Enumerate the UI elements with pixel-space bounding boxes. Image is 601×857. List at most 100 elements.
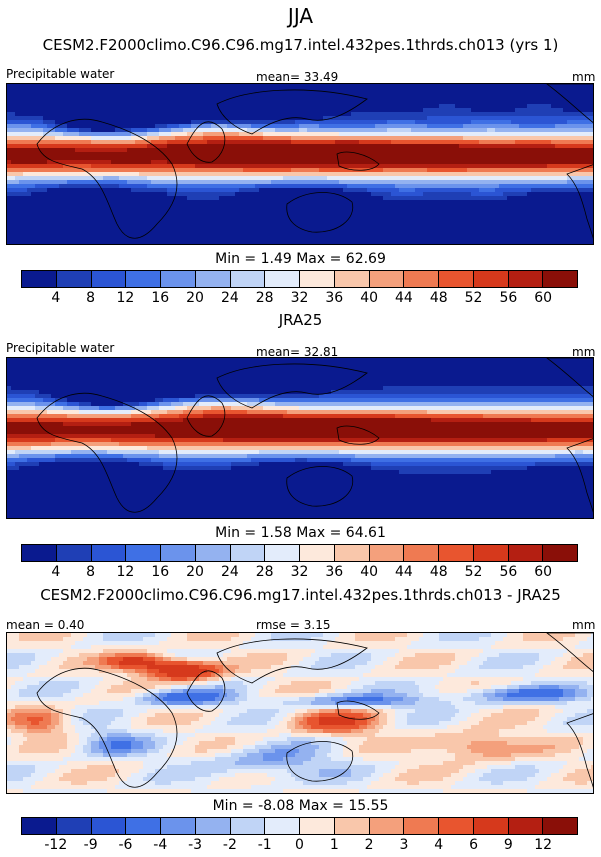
field-cell <box>311 148 316 153</box>
field-cell <box>311 212 316 217</box>
field-cell <box>251 188 256 193</box>
field-cell <box>503 156 508 161</box>
field-cell <box>431 88 436 93</box>
field-cell <box>487 120 492 125</box>
field-cell <box>75 128 80 133</box>
field-cell <box>143 176 148 181</box>
field-cell <box>467 172 472 177</box>
field-cell <box>483 196 488 201</box>
field-cell <box>371 136 376 141</box>
field-cell <box>479 200 484 205</box>
field-cell <box>287 136 292 141</box>
field-cell <box>467 96 472 101</box>
field-cell <box>143 140 148 145</box>
field-cell <box>151 132 156 137</box>
field-cell <box>307 84 312 89</box>
field-cell <box>239 156 244 161</box>
field-cell <box>107 140 112 145</box>
field-cell <box>539 112 544 117</box>
field-cell <box>11 140 16 145</box>
field-cell <box>543 152 548 157</box>
field-cell <box>59 140 64 145</box>
field-cell <box>227 88 232 93</box>
field-cell <box>467 200 472 205</box>
field-cell <box>331 152 336 157</box>
field-cell <box>423 100 428 105</box>
field-cell <box>135 108 140 113</box>
field-cell <box>307 144 312 149</box>
field-cell <box>527 192 532 197</box>
field-cell <box>171 196 176 201</box>
field-cell <box>151 204 156 209</box>
field-cell <box>75 196 80 201</box>
field-cell <box>127 124 132 129</box>
field-cell <box>235 100 240 105</box>
field-cell <box>35 104 40 109</box>
field-cell <box>499 188 504 193</box>
field-cell <box>283 112 288 117</box>
field-cell <box>443 152 448 157</box>
field-cell <box>387 152 392 157</box>
field-cell <box>423 88 428 93</box>
field-cell <box>587 200 592 205</box>
field-cell <box>23 184 28 189</box>
field-cell <box>443 212 448 217</box>
field-cell <box>91 196 96 201</box>
field-cell <box>91 184 96 189</box>
field-cell <box>71 184 76 189</box>
field-cell <box>519 96 524 101</box>
field-cell <box>467 212 472 217</box>
field-cell <box>515 88 520 93</box>
field-cell <box>447 196 452 201</box>
field-cell <box>111 88 116 93</box>
field-cell <box>259 88 264 93</box>
field-cell <box>387 156 392 161</box>
field-cell <box>123 216 128 221</box>
field-cell <box>403 88 408 93</box>
field-cell <box>167 188 172 193</box>
field-cell <box>191 216 196 221</box>
field-cell <box>379 152 384 157</box>
field-cell <box>587 204 592 209</box>
field-cell <box>287 212 292 217</box>
field-cell <box>347 160 352 165</box>
field-cell <box>279 140 284 145</box>
field-cell <box>327 148 332 153</box>
field-cell <box>247 124 252 129</box>
field-cell <box>591 120 593 125</box>
field-cell <box>187 116 192 121</box>
field-cell <box>471 216 476 221</box>
field-cell <box>163 200 168 205</box>
field-cell <box>63 84 68 89</box>
field-cell <box>487 208 492 213</box>
field-cell <box>299 184 304 189</box>
field-cell <box>235 168 240 173</box>
field-cell <box>87 128 92 133</box>
field-cell <box>111 204 116 209</box>
field-cell <box>351 160 356 165</box>
field-cell <box>451 84 456 89</box>
field-cell <box>415 168 420 173</box>
field-cell <box>191 112 196 117</box>
field-cell <box>455 108 460 113</box>
field-cell <box>347 100 352 105</box>
field-cell <box>79 212 84 217</box>
field-cell <box>567 108 572 113</box>
field-cell <box>255 124 260 129</box>
field-cell <box>427 196 432 201</box>
field-cell <box>371 184 376 189</box>
field-cell <box>223 112 228 117</box>
field-cell <box>27 100 32 105</box>
field-cell <box>323 132 328 137</box>
field-cell <box>575 172 580 177</box>
field-cell <box>247 140 252 145</box>
field-cell <box>147 188 152 193</box>
field-cell <box>403 200 408 205</box>
field-cell <box>103 196 108 201</box>
field-cell <box>291 104 296 109</box>
field-cell <box>347 172 352 177</box>
field-cell <box>143 196 148 201</box>
field-cell <box>563 200 568 205</box>
field-cell <box>483 172 488 177</box>
field-cell <box>191 156 196 161</box>
